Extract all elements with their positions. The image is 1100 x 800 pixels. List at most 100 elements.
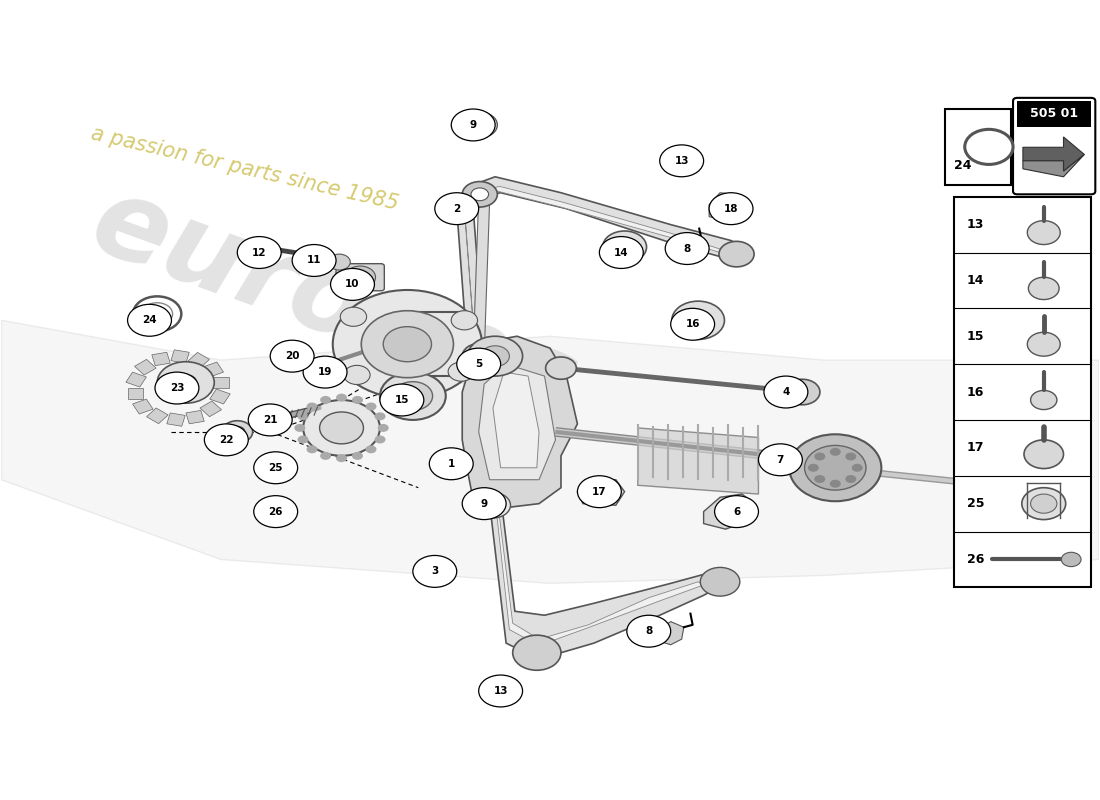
Text: 18: 18 bbox=[724, 204, 738, 214]
Circle shape bbox=[462, 488, 506, 519]
Circle shape bbox=[481, 346, 509, 366]
Circle shape bbox=[1027, 221, 1060, 245]
Text: 8: 8 bbox=[645, 626, 652, 636]
Circle shape bbox=[352, 452, 363, 460]
Circle shape bbox=[320, 452, 331, 460]
Circle shape bbox=[784, 379, 820, 405]
Bar bbox=[210, 389, 230, 404]
Circle shape bbox=[804, 446, 866, 490]
Circle shape bbox=[320, 396, 331, 404]
FancyBboxPatch shape bbox=[336, 264, 384, 290]
Circle shape bbox=[471, 350, 488, 362]
Circle shape bbox=[789, 434, 881, 502]
Circle shape bbox=[175, 374, 197, 390]
Circle shape bbox=[157, 362, 214, 403]
Circle shape bbox=[434, 193, 478, 225]
Circle shape bbox=[710, 193, 754, 225]
Text: 21: 21 bbox=[263, 415, 277, 425]
Circle shape bbox=[379, 372, 446, 420]
Circle shape bbox=[829, 448, 840, 456]
Circle shape bbox=[377, 424, 388, 432]
Circle shape bbox=[361, 310, 453, 378]
Text: 26: 26 bbox=[268, 506, 283, 517]
Text: 26: 26 bbox=[967, 553, 984, 566]
Text: 13: 13 bbox=[494, 686, 508, 696]
Circle shape bbox=[600, 237, 643, 269]
Text: 17: 17 bbox=[592, 486, 607, 497]
Text: 13: 13 bbox=[967, 218, 984, 231]
Circle shape bbox=[307, 402, 318, 410]
Bar bbox=[152, 352, 170, 366]
Circle shape bbox=[352, 396, 363, 404]
Circle shape bbox=[829, 480, 840, 488]
Circle shape bbox=[484, 499, 502, 512]
Text: 11: 11 bbox=[307, 255, 321, 266]
Circle shape bbox=[578, 476, 621, 508]
Circle shape bbox=[468, 336, 522, 376]
Text: 15: 15 bbox=[395, 395, 409, 405]
Bar bbox=[125, 372, 146, 387]
Circle shape bbox=[336, 394, 346, 402]
Text: 20: 20 bbox=[285, 351, 299, 361]
Circle shape bbox=[471, 118, 488, 131]
Polygon shape bbox=[1023, 154, 1085, 177]
Text: 24: 24 bbox=[142, 315, 157, 326]
Polygon shape bbox=[456, 177, 748, 356]
Circle shape bbox=[462, 112, 497, 138]
Circle shape bbox=[1024, 440, 1064, 469]
Circle shape bbox=[660, 145, 704, 177]
Circle shape bbox=[332, 290, 482, 398]
Polygon shape bbox=[669, 237, 695, 261]
Circle shape bbox=[293, 245, 336, 277]
Polygon shape bbox=[1023, 137, 1085, 171]
Polygon shape bbox=[1, 320, 1099, 583]
Circle shape bbox=[393, 382, 432, 410]
Circle shape bbox=[222, 421, 253, 443]
Bar bbox=[170, 350, 189, 363]
Circle shape bbox=[238, 237, 282, 269]
Bar bbox=[200, 401, 221, 417]
Polygon shape bbox=[478, 364, 556, 480]
Circle shape bbox=[254, 496, 298, 527]
Circle shape bbox=[807, 464, 818, 472]
Circle shape bbox=[715, 496, 759, 527]
Text: 2: 2 bbox=[453, 204, 461, 214]
Text: 9: 9 bbox=[481, 498, 487, 509]
Text: 25: 25 bbox=[967, 497, 984, 510]
Text: 14: 14 bbox=[614, 247, 628, 258]
Bar bbox=[128, 388, 143, 399]
Polygon shape bbox=[638, 428, 759, 494]
Polygon shape bbox=[710, 193, 739, 221]
Circle shape bbox=[462, 343, 497, 369]
Circle shape bbox=[814, 453, 825, 461]
Circle shape bbox=[451, 310, 477, 330]
Circle shape bbox=[429, 448, 473, 480]
Text: 13: 13 bbox=[674, 156, 689, 166]
Text: 10: 10 bbox=[345, 279, 360, 290]
Circle shape bbox=[845, 453, 856, 461]
Circle shape bbox=[379, 384, 424, 416]
Circle shape bbox=[230, 426, 245, 438]
Text: 22: 22 bbox=[219, 435, 233, 445]
Polygon shape bbox=[462, 336, 578, 508]
Text: 23: 23 bbox=[169, 383, 184, 393]
Circle shape bbox=[320, 412, 363, 444]
Circle shape bbox=[1028, 278, 1059, 299]
Text: 7: 7 bbox=[777, 454, 784, 465]
Circle shape bbox=[448, 362, 474, 381]
Polygon shape bbox=[473, 191, 495, 356]
Circle shape bbox=[701, 567, 740, 596]
Circle shape bbox=[478, 675, 522, 707]
Circle shape bbox=[404, 390, 421, 402]
Circle shape bbox=[331, 269, 374, 300]
Circle shape bbox=[155, 372, 199, 404]
Circle shape bbox=[513, 635, 561, 670]
Circle shape bbox=[344, 366, 370, 385]
Circle shape bbox=[249, 404, 293, 436]
Circle shape bbox=[1031, 494, 1057, 514]
Circle shape bbox=[666, 233, 710, 265]
Polygon shape bbox=[578, 480, 625, 506]
Circle shape bbox=[340, 307, 366, 326]
Text: 14: 14 bbox=[967, 274, 984, 287]
Bar bbox=[167, 413, 185, 426]
